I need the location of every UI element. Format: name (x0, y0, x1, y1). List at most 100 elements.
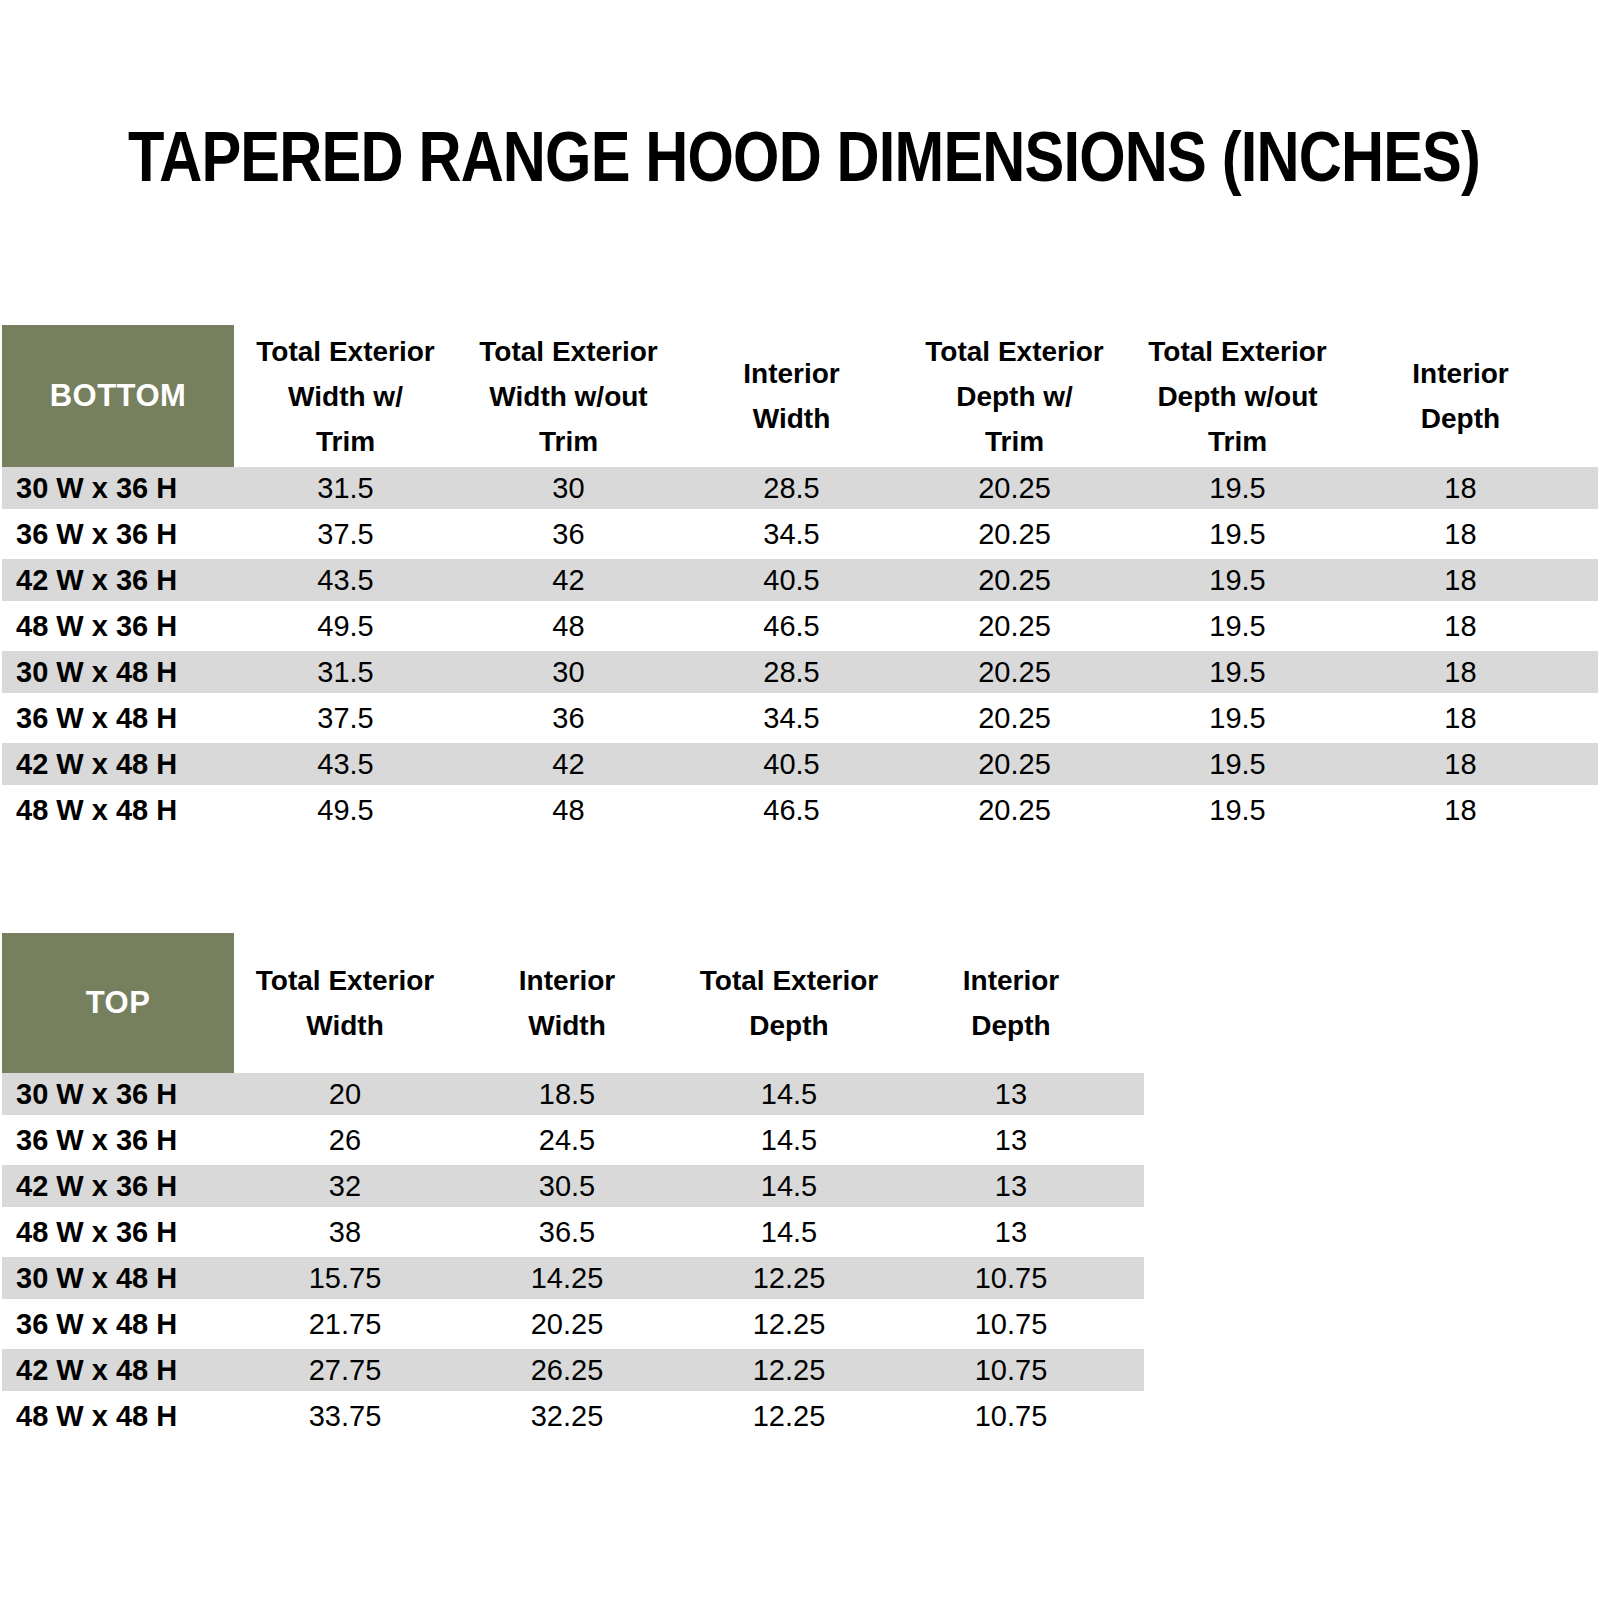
table-row: 30 W x 48 H 15.75 14.25 12.25 10.75 (2, 1257, 1144, 1303)
row-filler (1572, 513, 1598, 555)
cell-value: 14.5 (678, 1211, 900, 1253)
spec-sheet-page: TAPERED RANGE HOOD DIMENSIONS (INCHES) B… (0, 0, 1600, 1600)
cell-value: 36 (457, 697, 680, 739)
cell-value: 30.5 (456, 1165, 678, 1207)
row-filler (1122, 1349, 1144, 1391)
row-filler (1572, 467, 1598, 509)
cell-value: 34.5 (680, 513, 903, 555)
cell-value: 19.5 (1126, 789, 1349, 831)
row-filler (1122, 1257, 1144, 1299)
row-filler (1122, 1119, 1144, 1161)
row-label: 42 W x 48 H (2, 1349, 234, 1391)
cell-value: 20.25 (903, 513, 1126, 555)
row-label: 36 W x 36 H (2, 513, 234, 555)
cell-value: 12.25 (678, 1395, 900, 1437)
cell-value: 19.5 (1126, 651, 1349, 693)
table-row: 36 W x 48 H 21.75 20.25 12.25 10.75 (2, 1303, 1144, 1349)
table-row: 48 W x 36 H 49.5 48 46.5 20.25 19.5 18 (2, 605, 1598, 651)
cell-value: 20.25 (903, 789, 1126, 831)
cell-value: 10.75 (900, 1349, 1122, 1391)
cell-value: 26.25 (456, 1349, 678, 1391)
column-header-ext-width: Total Exterior Width (234, 933, 456, 1073)
cell-value: 20.25 (903, 467, 1126, 509)
table-row: 42 W x 36 H 43.5 42 40.5 20.25 19.5 18 (2, 559, 1598, 605)
row-filler (1122, 1303, 1144, 1345)
cell-value: 19.5 (1126, 697, 1349, 739)
table-row: 48 W x 36 H 38 36.5 14.5 13 (2, 1211, 1144, 1257)
column-header-ext-depth-trim: Total Exterior Depth w/ Trim (903, 325, 1126, 467)
cell-value: 46.5 (680, 789, 903, 831)
row-label: 36 W x 48 H (2, 697, 234, 739)
cell-value: 30 (457, 467, 680, 509)
cell-value: 20.25 (903, 743, 1126, 785)
cell-value: 48 (457, 789, 680, 831)
cell-value: 20.25 (903, 651, 1126, 693)
row-filler (1122, 1165, 1144, 1207)
row-filler (1572, 605, 1598, 647)
cell-value: 37.5 (234, 697, 457, 739)
header-filler (1122, 933, 1144, 1073)
cell-value: 18 (1349, 697, 1572, 739)
table-row: 48 W x 48 H 49.5 48 46.5 20.25 19.5 18 (2, 789, 1598, 835)
table-row: 42 W x 48 H 43.5 42 40.5 20.25 19.5 18 (2, 743, 1598, 789)
row-label: 36 W x 36 H (2, 1119, 234, 1161)
row-label: 48 W x 36 H (2, 605, 234, 647)
cell-value: 31.5 (234, 651, 457, 693)
cell-value: 19.5 (1126, 467, 1349, 509)
top-table-header-row: TOP Total Exterior Width Interior Width … (2, 933, 1144, 1073)
cell-value: 12.25 (678, 1257, 900, 1299)
cell-value: 20.25 (903, 559, 1126, 601)
bottom-dimensions-table: BOTTOM Total Exterior Width w/ Trim Tota… (2, 325, 1598, 835)
cell-value: 10.75 (900, 1395, 1122, 1437)
cell-value: 13 (900, 1165, 1122, 1207)
table-row: 42 W x 36 H 32 30.5 14.5 13 (2, 1165, 1144, 1211)
table-row: 36 W x 36 H 26 24.5 14.5 13 (2, 1119, 1144, 1165)
row-label: 30 W x 36 H (2, 1073, 234, 1115)
cell-value: 30 (457, 651, 680, 693)
cell-value: 19.5 (1126, 743, 1349, 785)
column-header-ext-depth-no-trim: Total Exterior Depth w/out Trim (1126, 325, 1349, 467)
row-label: 36 W x 48 H (2, 1303, 234, 1345)
cell-value: 36 (457, 513, 680, 555)
cell-value: 32.25 (456, 1395, 678, 1437)
table-row: 36 W x 48 H 37.5 36 34.5 20.25 19.5 18 (2, 697, 1598, 743)
cell-value: 18.5 (456, 1073, 678, 1115)
cell-value: 49.5 (234, 789, 457, 831)
row-filler (1572, 697, 1598, 739)
cell-value: 26 (234, 1119, 456, 1161)
cell-value: 18 (1349, 743, 1572, 785)
cell-value: 32 (234, 1165, 456, 1207)
cell-value: 38 (234, 1211, 456, 1253)
column-header-interior-width: Interior Width (456, 933, 678, 1073)
column-header-ext-depth: Total Exterior Depth (678, 933, 900, 1073)
column-header-interior-depth: Interior Depth (1349, 325, 1572, 467)
row-label: 48 W x 48 H (2, 1395, 234, 1437)
cell-value: 20 (234, 1073, 456, 1115)
cell-value: 46.5 (680, 605, 903, 647)
bottom-table-header-row: BOTTOM Total Exterior Width w/ Trim Tota… (2, 325, 1598, 467)
row-filler (1122, 1073, 1144, 1115)
page-title: TAPERED RANGE HOOD DIMENSIONS (INCHES) (128, 116, 1472, 197)
table-row: 30 W x 36 H 31.5 30 28.5 20.25 19.5 18 (2, 467, 1598, 513)
cell-value: 34.5 (680, 697, 903, 739)
cell-value: 20.25 (903, 605, 1126, 647)
row-filler (1122, 1395, 1144, 1437)
cell-value: 42 (457, 559, 680, 601)
cell-value: 18 (1349, 651, 1572, 693)
row-filler (1572, 559, 1598, 601)
header-filler (1572, 325, 1598, 467)
cell-value: 10.75 (900, 1303, 1122, 1345)
cell-value: 18 (1349, 559, 1572, 601)
cell-value: 18 (1349, 467, 1572, 509)
cell-value: 37.5 (234, 513, 457, 555)
top-table-corner-label: TOP (2, 933, 234, 1073)
row-label: 30 W x 48 H (2, 651, 234, 693)
cell-value: 18 (1349, 605, 1572, 647)
cell-value: 12.25 (678, 1349, 900, 1391)
cell-value: 42 (457, 743, 680, 785)
cell-value: 13 (900, 1211, 1122, 1253)
row-label: 42 W x 36 H (2, 1165, 234, 1207)
table-row: 30 W x 36 H 20 18.5 14.5 13 (2, 1073, 1144, 1119)
cell-value: 10.75 (900, 1257, 1122, 1299)
row-filler (1572, 651, 1598, 693)
